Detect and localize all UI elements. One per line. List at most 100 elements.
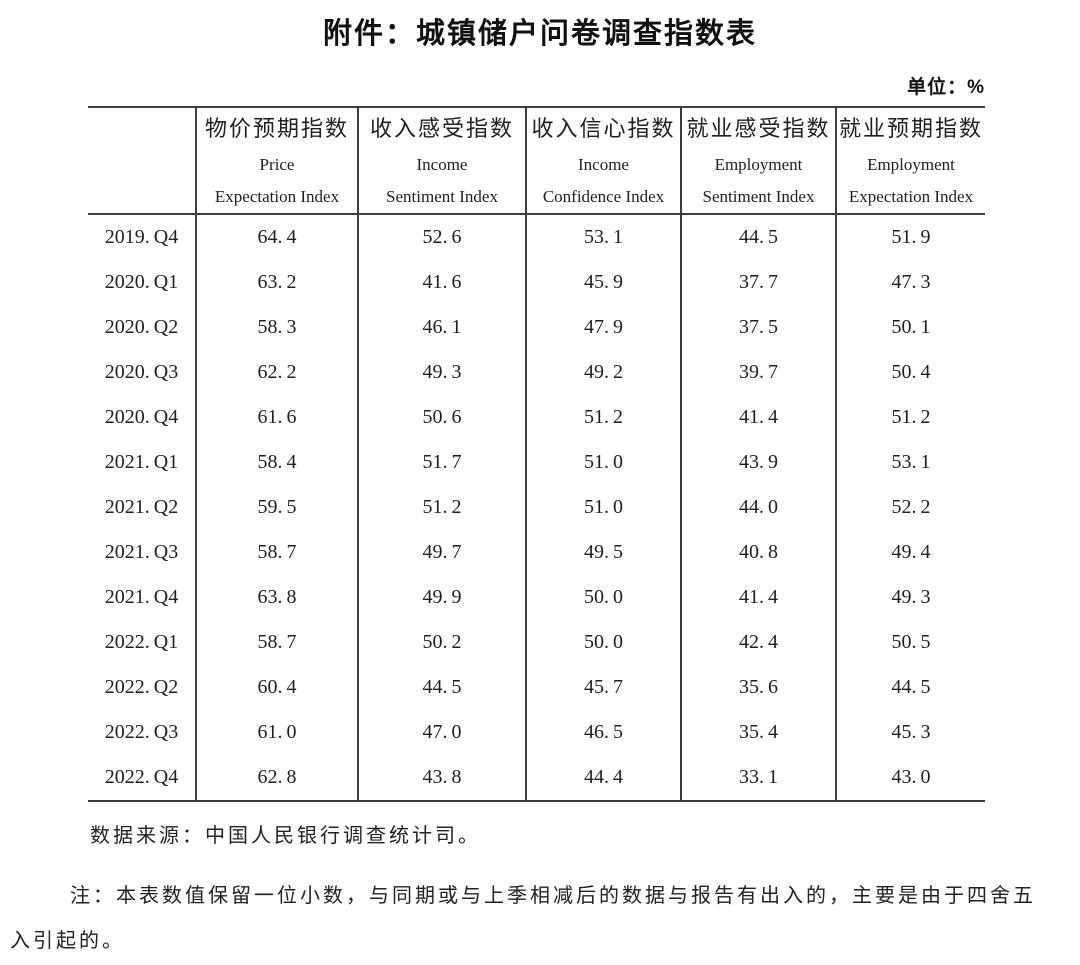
footnote-line: 注：本表数值保留一位小数，与同期或与上季相减后的数据与报告有出入的，主要是由于四…	[70, 885, 1036, 907]
col-header-zh: 就业预期指数	[838, 116, 983, 141]
value-cell: 45. 7	[526, 665, 682, 710]
value-cell: 44. 5	[358, 665, 527, 710]
col-header-zh: 收入信心指数	[531, 116, 676, 141]
col-header-en: Sentiment Index	[702, 187, 815, 206]
col-header-en: Expectation Index	[848, 187, 974, 206]
unit-label: 单位：%	[907, 77, 985, 98]
value-cell: 41. 4	[681, 575, 837, 620]
table-row: 2019. Q4 64. 4 52. 6 53. 1 44. 5 51. 9	[88, 214, 985, 260]
value-cell: 49. 2	[526, 350, 682, 395]
col-header-en: Income	[416, 155, 468, 174]
value-cell: 51. 0	[526, 485, 682, 530]
value-cell: 58. 4	[196, 440, 359, 485]
col-header-en: Income	[578, 155, 629, 174]
footnote: 注：本表数值保留一位小数，与同期或与上季相减后的数据与报告有出入的，主要是由于四…	[10, 874, 1080, 964]
value-cell: 37. 7	[681, 260, 837, 305]
value-cell: 58. 7	[196, 530, 359, 575]
value-cell: 41. 4	[681, 395, 837, 440]
value-cell: 43. 8	[358, 755, 527, 801]
value-cell: 40. 8	[681, 530, 837, 575]
value-cell: 60. 4	[196, 665, 359, 710]
value-cell: 46. 1	[358, 305, 527, 350]
period-cell: 2020. Q2	[88, 305, 197, 350]
value-cell: 50. 6	[358, 395, 527, 440]
col-header-income-confidence: 收入信心指数 Income Confidence Index	[526, 107, 682, 214]
period-cell: 2022. Q4	[88, 755, 197, 801]
value-cell: 52. 6	[358, 214, 527, 260]
value-cell: 50. 1	[891, 316, 931, 338]
value-cell: 35. 4	[681, 710, 837, 755]
value-cell: 61. 6	[196, 395, 359, 440]
value-cell: 62. 2	[196, 350, 359, 395]
value-cell: 59. 5	[196, 485, 359, 530]
table-row: 2021. Q1 58. 4 51. 7 51. 0 43. 9 53. 1	[88, 440, 985, 485]
value-cell: 45. 9	[526, 260, 682, 305]
value-cell: 43. 9	[681, 440, 837, 485]
value-cell: 37. 5	[681, 305, 837, 350]
col-header-zh: 就业感受指数	[686, 116, 831, 141]
col-header-en: Price	[259, 155, 295, 174]
value-cell: 58. 7	[196, 620, 359, 665]
col-header-en: Sentiment Index	[386, 187, 498, 206]
value-cell: 47. 9	[526, 305, 682, 350]
period-cell: 2022. Q3	[88, 710, 197, 755]
value-cell: 51. 2	[526, 395, 682, 440]
value-cell: 51. 2	[358, 485, 527, 530]
value-cell: 44. 4	[526, 755, 682, 801]
value-cell: 50. 0	[526, 575, 682, 620]
value-cell: 49. 7	[358, 530, 527, 575]
value-cell: 43. 0	[891, 766, 931, 788]
value-cell: 53. 1	[891, 451, 931, 473]
table-header: 物价预期指数 Price Expectation Index 收入感受指数 In…	[88, 107, 985, 214]
value-cell: 51. 2	[891, 406, 931, 428]
col-header-en: Expectation Index	[214, 187, 340, 206]
period-cell: 2021. Q3	[88, 530, 197, 575]
period-cell: 2022. Q1	[88, 620, 197, 665]
value-cell: 63. 8	[196, 575, 359, 620]
value-cell: 47. 0	[358, 710, 527, 755]
col-header-employment-expectation: 就业预期指数 Employment Expectation Index	[836, 107, 985, 214]
value-cell: 39. 7	[681, 350, 837, 395]
value-cell: 51. 9	[891, 226, 931, 248]
col-header-en: Employment	[867, 155, 955, 174]
value-cell: 50. 0	[526, 620, 682, 665]
value-cell: 53. 1	[526, 214, 682, 260]
period-cell: 2020. Q3	[88, 350, 197, 395]
period-cell: 2019. Q4	[88, 214, 197, 260]
value-cell: 44. 0	[681, 485, 837, 530]
value-cell: 46. 5	[526, 710, 682, 755]
value-cell: 44. 5	[681, 214, 837, 260]
period-cell: 2021. Q1	[88, 440, 197, 485]
value-cell: 41. 6	[358, 260, 527, 305]
table-row: 2021. Q4 63. 8 49. 9 50. 0 41. 4 49. 3	[88, 575, 985, 620]
period-cell: 2021. Q2	[88, 485, 197, 530]
value-cell: 58. 3	[196, 305, 359, 350]
value-cell: 47. 3	[891, 271, 931, 293]
value-cell: 49. 4	[891, 541, 931, 563]
value-cell: 44. 5	[891, 676, 931, 698]
col-header-price-expectation: 物价预期指数 Price Expectation Index	[196, 107, 359, 214]
data-source: 数据来源：中国人民银行调查统计司。	[90, 825, 481, 847]
value-cell: 35. 6	[681, 665, 837, 710]
value-cell: 49. 9	[358, 575, 527, 620]
footnote-line: 入引起的。	[10, 930, 125, 952]
table-row: 2020. Q4 61. 6 50. 6 51. 2 41. 4 51. 2	[88, 395, 985, 440]
period-cell: 2020. Q1	[88, 260, 197, 305]
table-row: 2020. Q2 58. 3 46. 1 47. 9 37. 5 50. 1	[88, 305, 985, 350]
corner-cell	[88, 107, 197, 214]
table-row: 2020. Q1 63. 2 41. 6 45. 9 37. 7 47. 3	[88, 260, 985, 305]
value-cell: 61. 0	[196, 710, 359, 755]
period-cell: 2021. Q4	[88, 575, 197, 620]
table-row: 2022. Q4 62. 8 43. 8 44. 4 33. 1 43. 0	[88, 755, 985, 801]
value-cell: 45. 3	[891, 721, 931, 743]
value-cell: 49. 3	[358, 350, 527, 395]
table-row: 2020. Q3 62. 2 49. 3 49. 2 39. 7 50. 4	[88, 350, 985, 395]
table-row: 2021. Q3 58. 7 49. 7 49. 5 40. 8 49. 4	[88, 530, 985, 575]
value-cell: 51. 0	[526, 440, 682, 485]
table-row: 2021. Q2 59. 5 51. 2 51. 0 44. 0 52. 2	[88, 485, 985, 530]
value-cell: 51. 7	[358, 440, 527, 485]
table-body: 2019. Q4 64. 4 52. 6 53. 1 44. 5 51. 9 2020. Q…	[88, 214, 985, 801]
value-cell: 50. 5	[891, 631, 931, 653]
value-cell: 52. 2	[891, 496, 931, 518]
